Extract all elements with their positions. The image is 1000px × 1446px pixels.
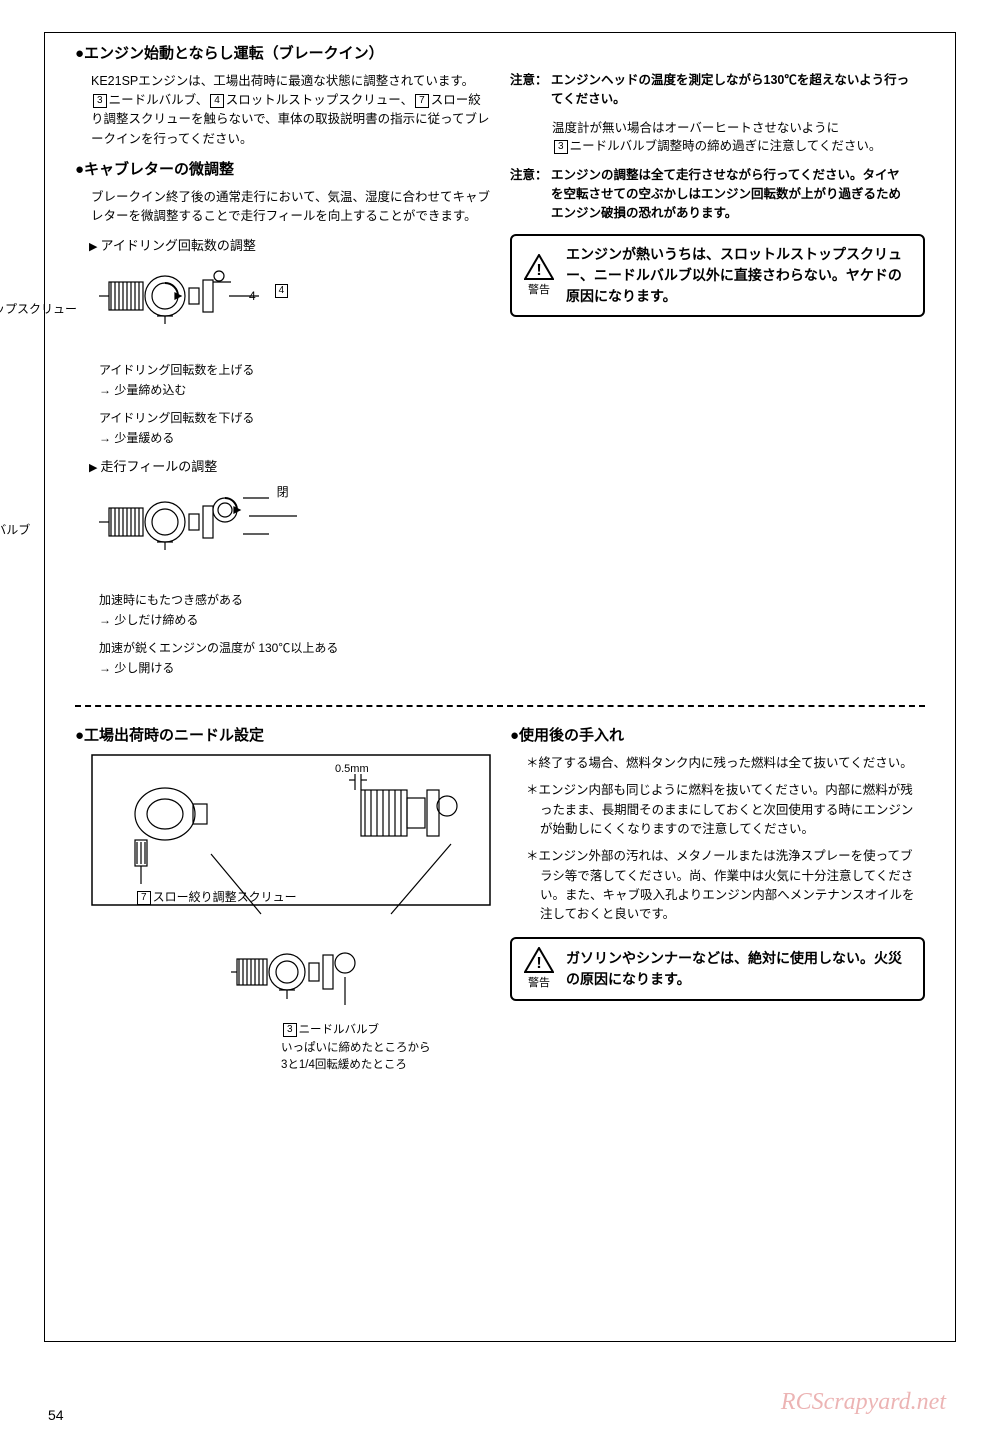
svg-text:!: ! xyxy=(536,262,541,279)
ref-7b: 7 xyxy=(137,891,151,905)
adj-2a: アイドリング回転数を下げる xyxy=(99,409,490,427)
left-column-2: ●工場出荷時のニードル設定 xyxy=(65,725,500,1084)
right-column: 注意： エンジンヘッドの温度を測定しながら130℃を超えないよう行ってください。… xyxy=(500,43,935,687)
care-item-1: 終了する場合、燃料タンク内に残った燃料は全て抜いてください。 xyxy=(526,754,925,773)
watermark: RCScrapyard.net xyxy=(781,1384,946,1420)
warning-text-1: エンジンが熱いうちは、スロットルストップスクリュー、ニードルバルブ以外に直接さわ… xyxy=(566,244,911,307)
left-column: ●エンジン始動とならし運転（ブレークイン） KE21SPエンジンは、工場出荷時に… xyxy=(65,43,500,687)
ref-3c: 3 xyxy=(554,140,568,154)
close-label: 閉 xyxy=(277,485,289,499)
adj-3a: 加速時にもたつき感がある xyxy=(99,591,490,609)
ref-7: 7 xyxy=(415,94,429,108)
adj-4b: 少し開ける xyxy=(99,659,490,677)
factory-diagram: 0.5mm 7スロー絞り調整スクリュー xyxy=(91,754,490,1074)
care-item-2: エンジン内部も同じように燃料を抜いてください。内部に燃料が残ったまま、長期間その… xyxy=(526,781,925,839)
warning-text-2: ガソリンやシンナーなどは、絶対に使用しない。火災の原因になります。 xyxy=(566,948,911,990)
label-throttle-stop: スロットルストップスクリュー xyxy=(0,302,77,316)
needle-caption: 3ニードルバルブ いっぱいに締めたところから 3と1/4回転緩めたところ xyxy=(281,1022,490,1074)
adj-2b: 少量緩める xyxy=(99,429,490,447)
warning-icon: ! 警告 xyxy=(524,254,554,299)
note-1-sub: 温度計が無い場合はオーバーヒートさせないように 3ニードルバルブ調整時の締め過ぎ… xyxy=(510,119,925,157)
ref-4b: 4 xyxy=(275,284,289,298)
section3-title: ●工場出荷時のニードル設定 xyxy=(75,725,490,748)
sub-idle: アイドリング回転数の調整 xyxy=(89,236,490,256)
section2-title: ●キャブレターの微調整 xyxy=(75,159,490,182)
section1-body: KE21SPエンジンは、工場出荷時に最適な状態に調整されています。3ニードルバル… xyxy=(91,72,490,150)
label-needle-valve: ニードルバルブ xyxy=(0,523,30,537)
adj-4a: 加速が鋭くエンジンの温度が 130℃以上ある xyxy=(99,639,490,657)
note-1: 注意： エンジンヘッドの温度を測定しながら130℃を超えないよう行ってください。 xyxy=(510,71,925,109)
note-2: 注意： エンジンの調整は全て走行させながら行ってください。タイヤを空転させての空… xyxy=(510,166,925,222)
section1-title: ●エンジン始動とならし運転（ブレークイン） xyxy=(75,43,490,66)
ref-3d: 3 xyxy=(283,1023,297,1037)
care-item-3: エンジン外部の汚れは、メタノールまたは洗浄スプレーを使ってブラシ等で落してくださ… xyxy=(526,847,925,925)
page-number: 54 xyxy=(48,1405,64,1426)
ref-4: 4 xyxy=(210,94,224,108)
carb-diagram-2: 閉 開 3ニードルバルブ xyxy=(99,482,490,583)
measurement-label: 0.5mm xyxy=(335,763,369,775)
svg-text:!: ! xyxy=(536,955,541,972)
adj-3b: 少しだけ締める xyxy=(99,611,490,629)
carb-diagram-1: 4 4スロットルストップスクリュー xyxy=(99,262,490,353)
label-slow-screw: スロー絞り調整スクリュー xyxy=(153,890,297,904)
section4-title: ●使用後の手入れ xyxy=(510,725,925,748)
lower-columns: ●工場出荷時のニードル設定 xyxy=(45,725,955,1084)
adj-1a: アイドリング回転数を上げる xyxy=(99,361,490,379)
warning-box-1: ! 警告 エンジンが熱いうちは、スロットルストップスクリュー、ニードルバルブ以外… xyxy=(510,234,925,317)
adj-1b: 少量締め込む xyxy=(99,381,490,399)
svg-text:4: 4 xyxy=(249,289,256,303)
right-column-2: ●使用後の手入れ 終了する場合、燃料タンク内に残った燃料は全て抜いてください。 … xyxy=(500,725,935,1084)
warning-icon-2: ! 警告 xyxy=(524,947,554,992)
section-divider xyxy=(75,705,925,707)
section2-body: ブレークイン終了後の通常走行において、気温、湿度に合わせてキャブレターを微調整す… xyxy=(91,188,490,227)
upper-columns: ●エンジン始動とならし運転（ブレークイン） KE21SPエンジンは、工場出荷時に… xyxy=(45,43,955,687)
warning-box-2: ! 警告 ガソリンやシンナーなどは、絶対に使用しない。火災の原因になります。 xyxy=(510,937,925,1002)
manual-page: ●エンジン始動とならし運転（ブレークイン） KE21SPエンジンは、工場出荷時に… xyxy=(44,32,956,1342)
ref-3: 3 xyxy=(93,94,107,108)
sub-feel: 走行フィールの調整 xyxy=(89,457,490,477)
